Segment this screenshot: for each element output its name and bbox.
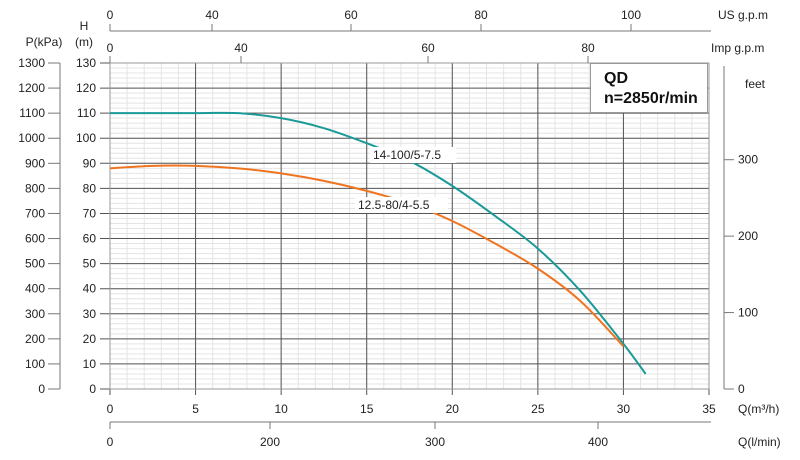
plot-frame [109,62,710,390]
pressure-tick-label: 300 [25,307,45,321]
pressure-tick-label: 900 [25,156,45,170]
x-tick-label: 35 [702,402,716,416]
h-tick-label: 90 [83,156,97,170]
pressure-axis-label: P(kPa) [26,35,63,49]
h-axis-label: H [80,19,89,33]
pressure-tick-label: 400 [25,282,45,296]
imp-gpm-tick-label: 0 [107,41,114,55]
lmin-axis-label: Q(l/min) [738,435,781,449]
h-tick-label: 50 [83,257,97,271]
x-tick-label: 25 [531,402,545,416]
imp-gpm-tick-label: 40 [234,41,248,55]
pressure-tick-label: 600 [25,232,45,246]
curve-label-bg [370,147,457,163]
x-tick-label: 10 [274,402,288,416]
h-tick-label: 130 [76,56,96,70]
feet-tick-label: 0 [738,382,745,396]
chart-title: QD [604,70,628,87]
us-gpm-axis-label: US g.p.m [718,8,768,22]
feet-axis-label: feet [745,77,766,91]
us-gpm-tick-label: 0 [107,8,114,22]
curve-12.5-80/4-5.5 [109,164,625,348]
h-axis-unit: (m) [75,35,93,49]
us-gpm-tick-label: 40 [205,8,219,22]
chart-title-box: QD n=2850r/min [590,63,708,113]
h-tick-label: 70 [83,206,97,220]
curve-label: 14-100/5-7.5 [373,148,441,162]
x-tick-label: 5 [192,402,199,416]
feet-tick-label: 300 [738,153,758,167]
h-tick-label: 120 [76,81,96,95]
h-tick-label: 110 [77,106,96,120]
pressure-tick-label: 700 [25,206,45,220]
imp-gpm-tick-label: 60 [421,41,435,55]
x-tick-label: 0 [107,402,114,416]
lmin-tick-label: 200 [260,435,280,449]
h-tick-label: 80 [83,181,97,195]
imp-gpm-tick-label: 80 [581,41,595,55]
x-tick-label: 30 [617,402,631,416]
pressure-tick-label: 0 [38,382,45,396]
pressure-tick-label: 100 [25,357,45,371]
h-tick-label: 40 [83,282,97,296]
us-gpm-tick-label: 60 [344,8,358,22]
imp-gpm-axis-label: Imp g.p.m [711,41,764,55]
pressure-tick-label: 200 [25,332,45,346]
feet-tick-label: 100 [738,306,758,320]
pressure-tick-label: 1200 [18,81,45,95]
curve-label: 12.5-80/4-5.5 [358,198,430,212]
feet-tick-label: 200 [738,229,758,243]
x-axis-label: Q(m³/h) [738,402,779,416]
us-gpm-tick-label: 100 [621,8,641,22]
h-tick-label: 30 [83,307,97,321]
h-tick-label: 60 [83,232,97,246]
lmin-tick-label: 0 [107,435,114,449]
x-tick-label: 20 [446,402,460,416]
pressure-tick-label: 1000 [18,131,45,145]
pressure-tick-label: 1300 [18,56,45,70]
h-tick-label: 20 [83,332,97,346]
pressure-tick-label: 800 [25,181,45,195]
lmin-tick-label: 400 [588,435,608,449]
pressure-tick-label: 500 [25,257,45,271]
chart-subtitle: n=2850r/min [604,90,698,107]
us-gpm-tick-label: 80 [474,8,488,22]
pressure-tick-label: 1100 [19,106,45,120]
curve-label-bg [355,197,449,213]
x-tick-label: 15 [360,402,374,416]
lmin-tick-label: 300 [425,435,445,449]
h-tick-label: 0 [89,382,96,396]
h-tick-label: 100 [76,131,96,145]
h-tick-label: 10 [83,357,97,371]
